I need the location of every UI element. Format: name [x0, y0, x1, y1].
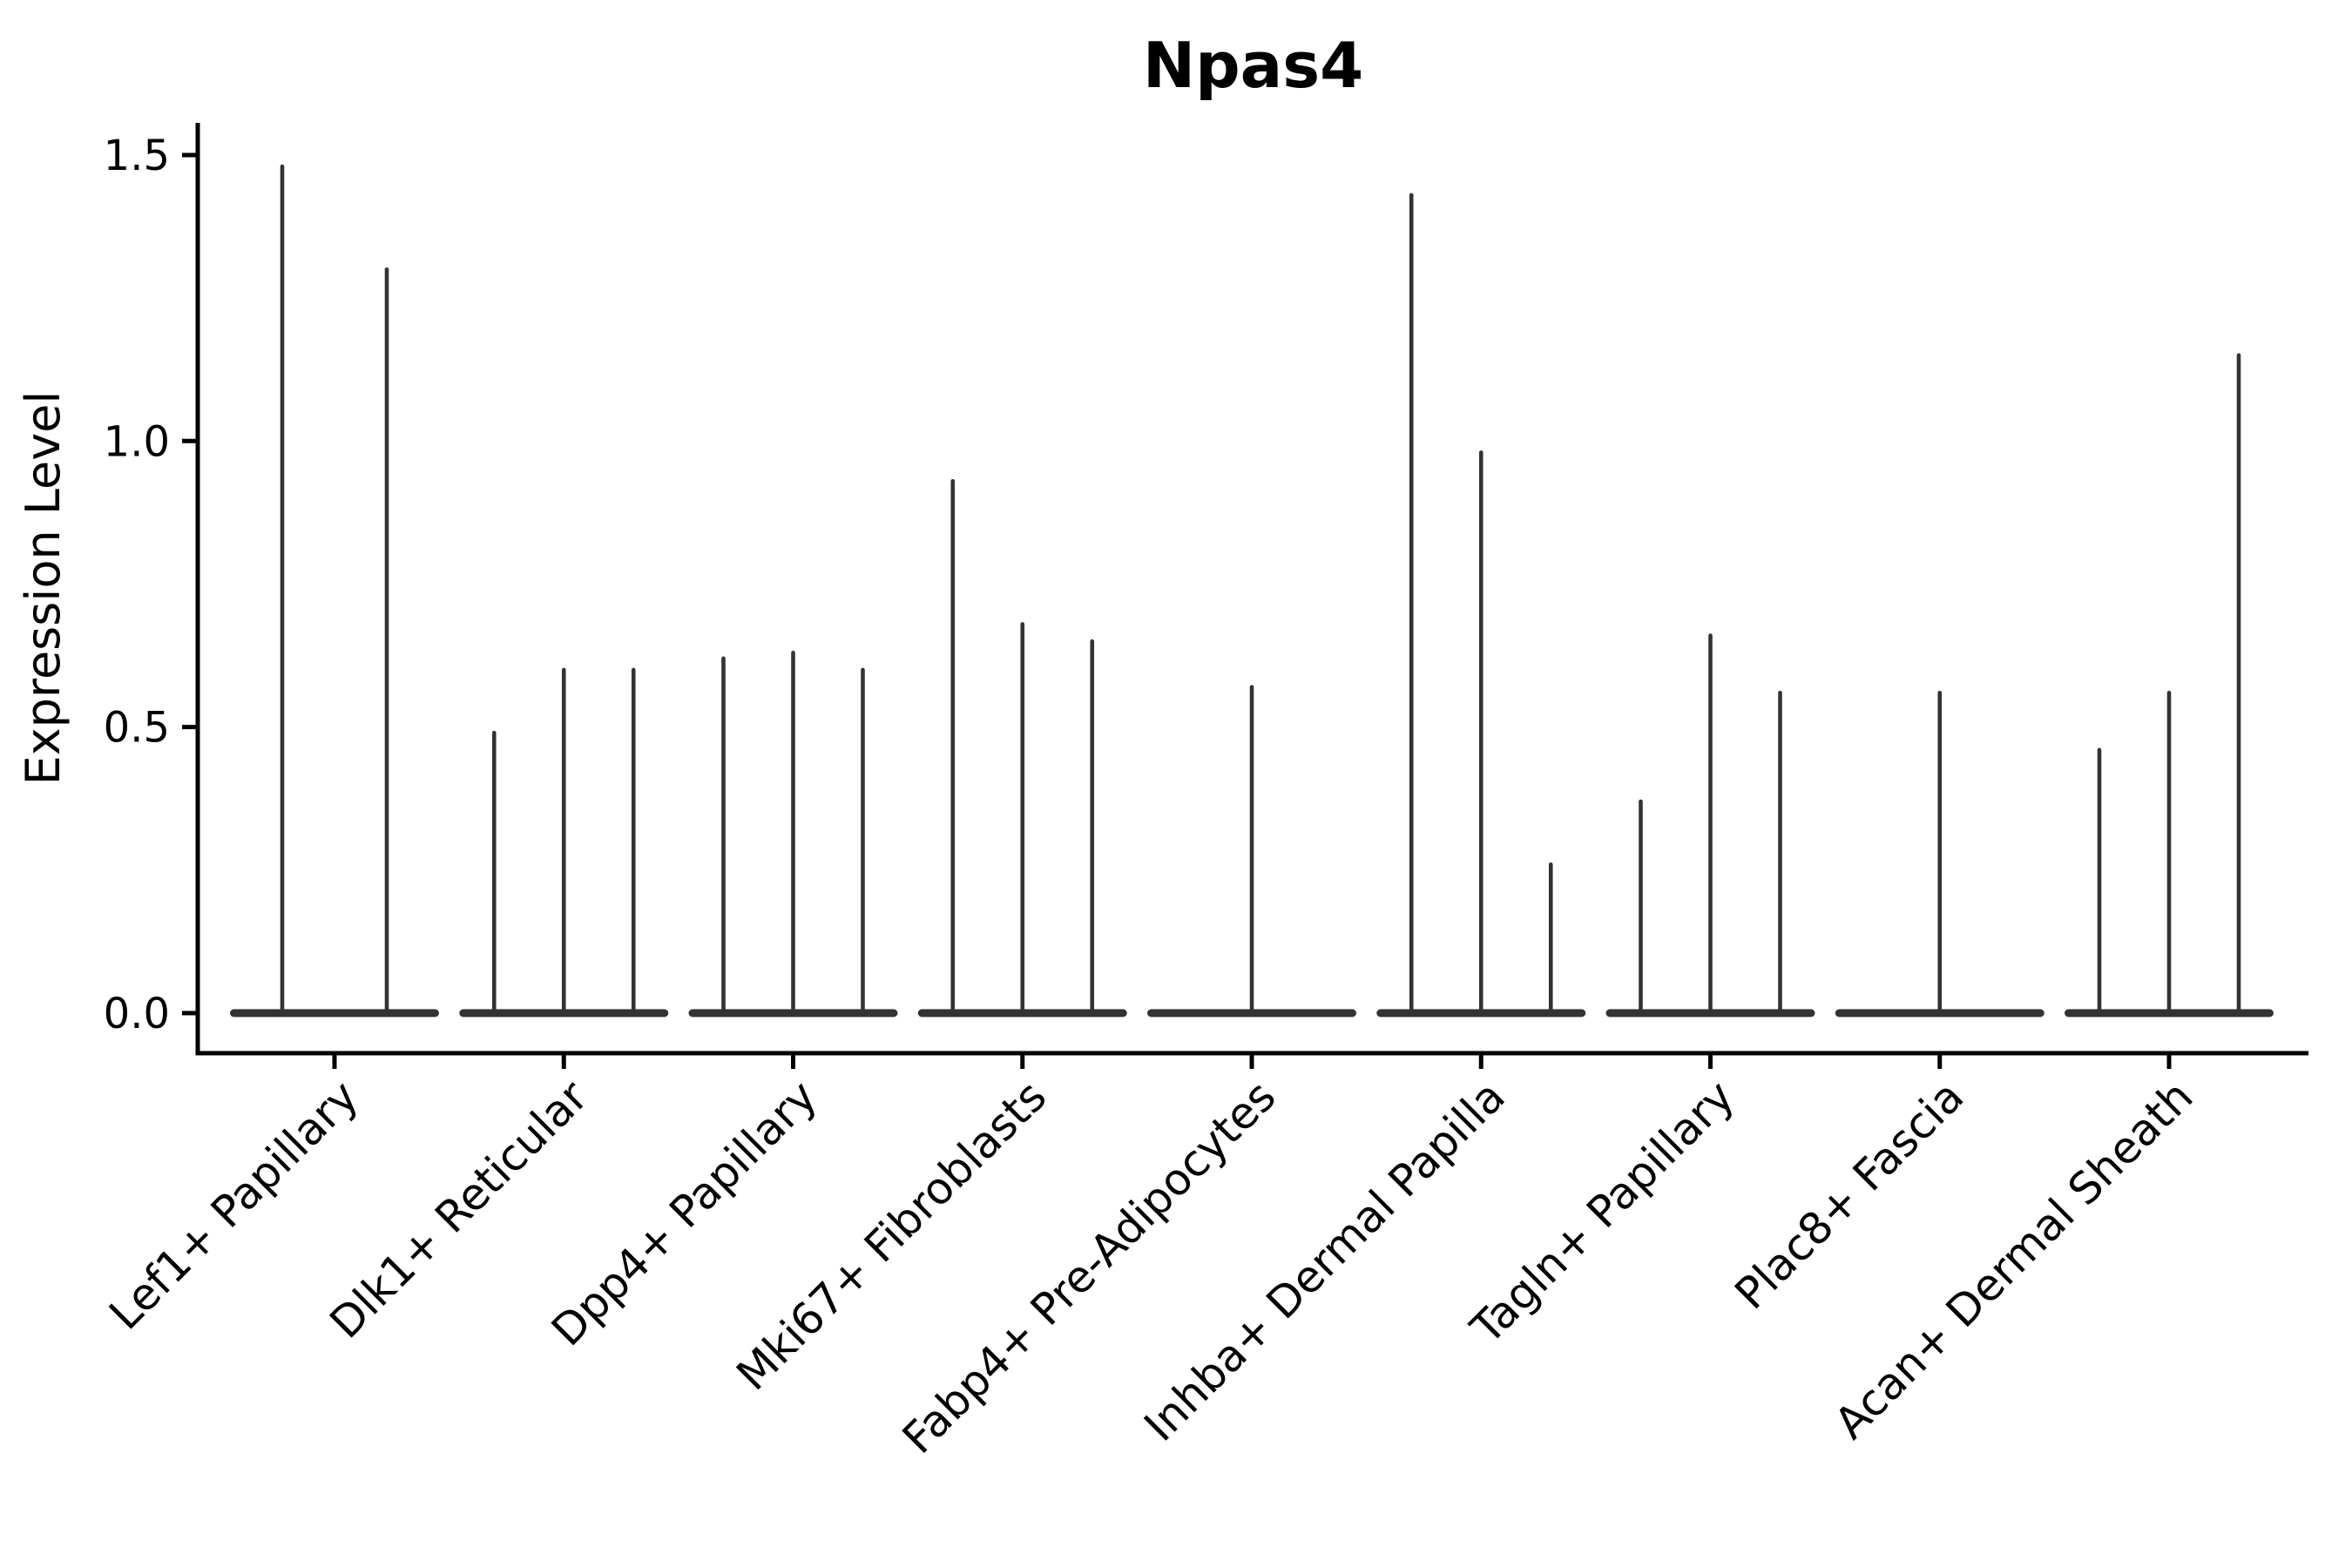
y-tick-label: 0.0	[104, 990, 170, 1038]
x-tick-label: Plac8+ Fascia	[1726, 1071, 1974, 1319]
y-tick-label: 1.5	[104, 132, 170, 180]
x-tick-label: Fabp4+ Pre-Adipocytes	[893, 1071, 1286, 1463]
y-axis-label: Expression Level	[16, 391, 71, 786]
chart-title: Npas4	[1143, 29, 1363, 102]
y-tick-label: 1.0	[104, 417, 170, 466]
y-tick-label: 0.5	[104, 704, 170, 753]
x-tick-label: Lef1+ Papillary	[99, 1071, 368, 1339]
